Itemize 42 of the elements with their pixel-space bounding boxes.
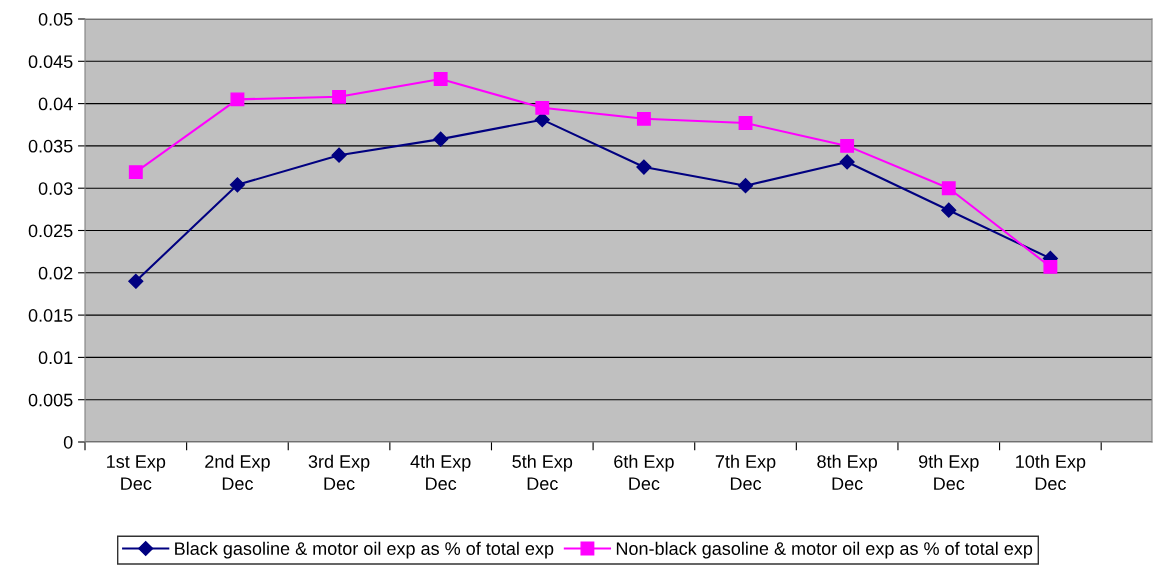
x-tick-label: 1st Exp Dec [107, 455, 166, 491]
point [941, 181, 956, 196]
x-tick-label: 4th Exp Dec [410, 454, 471, 491]
point [738, 116, 753, 131]
legend-label: Black gasoline & motor oil exp as % of total exp [175, 541, 554, 559]
x-tick-label: 6th Exp Dec [614, 454, 674, 491]
point [636, 111, 651, 126]
x-tick-label: 3rd Exp Dec [308, 454, 370, 491]
point [941, 202, 957, 218]
point [840, 138, 855, 153]
point [1043, 259, 1058, 274]
legend-label: Non-black gasoline & motor oil exp as % of total exp [616, 541, 1033, 559]
x-tick-label: 5th Exp Dec [512, 454, 573, 491]
x-tick-label: 7th Exp Dec [715, 454, 776, 491]
y-tick-label: 0.005 [28, 393, 73, 407]
x-tick-label: 2nd Exp Dec [205, 454, 270, 491]
y-tick-label: 0.04 [38, 97, 73, 111]
point [128, 273, 144, 289]
point [433, 72, 448, 87]
x-tick-label: 9th Exp Dec [919, 454, 979, 491]
y-tick-label: 0.03 [38, 182, 73, 195]
point [332, 89, 346, 104]
point [737, 178, 754, 194]
point [535, 100, 550, 115]
y-tick-label: 0.01 [38, 351, 73, 365]
y-tick-label: 0.05 [38, 12, 73, 26]
y-tick-label: 0 [63, 435, 73, 449]
y-tick-label: 0.02 [38, 266, 73, 280]
y-tick-label: 0.035 [28, 139, 73, 153]
point [128, 165, 143, 180]
point [433, 131, 449, 147]
point [230, 92, 245, 107]
x-tick-label: 10th Exp Dec [1016, 454, 1086, 491]
y-tick-label: 0.025 [28, 224, 73, 238]
point [636, 159, 652, 175]
x-tick-label: 8th Exp Dec [817, 454, 877, 491]
point [534, 112, 550, 128]
y-tick-label: 0.045 [28, 55, 73, 69]
y-tick-label: 0.015 [28, 309, 73, 322]
point [331, 147, 347, 163]
point [839, 154, 855, 170]
point [229, 177, 245, 193]
